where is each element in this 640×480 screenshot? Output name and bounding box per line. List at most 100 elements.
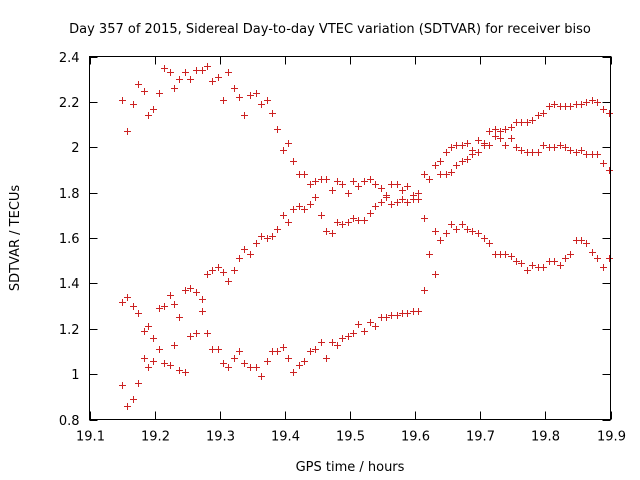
data-point xyxy=(367,176,374,183)
data-point xyxy=(573,149,580,156)
data-point xyxy=(145,364,152,371)
data-point xyxy=(187,76,194,83)
data-point xyxy=(150,106,157,113)
y-tick-label: 2.2 xyxy=(59,96,80,111)
data-point xyxy=(215,264,222,271)
data-point xyxy=(415,308,422,315)
data-point xyxy=(464,226,471,233)
x-tick-label: 19.8 xyxy=(531,430,560,445)
data-point xyxy=(578,101,585,108)
data-point xyxy=(274,348,281,355)
data-point xyxy=(459,158,466,165)
data-point xyxy=(301,206,308,213)
data-point xyxy=(378,199,385,206)
data-point xyxy=(448,221,455,228)
data-point xyxy=(350,215,357,222)
data-point xyxy=(399,196,406,203)
data-point xyxy=(426,251,433,258)
data-point xyxy=(119,97,126,104)
data-point xyxy=(150,335,157,342)
data-point xyxy=(443,230,450,237)
data-point xyxy=(119,299,126,306)
data-point xyxy=(562,255,569,262)
data-point xyxy=(225,69,232,76)
data-point xyxy=(215,74,222,81)
data-point xyxy=(594,255,601,262)
data-point xyxy=(176,314,183,321)
x-axis-label: GPS time / hours xyxy=(296,460,405,475)
data-point xyxy=(280,147,287,154)
data-point xyxy=(339,221,346,228)
data-point xyxy=(415,190,422,197)
data-point xyxy=(355,321,362,328)
data-point xyxy=(119,382,126,389)
data-point xyxy=(432,271,439,278)
data-point xyxy=(594,99,601,106)
data-point xyxy=(280,344,287,351)
data-point xyxy=(437,237,444,244)
data-point xyxy=(264,235,271,242)
data-point xyxy=(426,176,433,183)
data-point xyxy=(130,101,137,108)
data-point xyxy=(367,319,374,326)
data-point xyxy=(290,158,297,165)
data-point xyxy=(193,330,200,337)
data-point xyxy=(176,367,183,374)
data-point xyxy=(583,99,590,106)
data-point xyxy=(459,142,466,149)
data-point xyxy=(193,67,200,74)
data-point xyxy=(329,230,336,237)
data-point xyxy=(323,228,330,235)
data-point xyxy=(296,203,303,210)
data-point xyxy=(497,135,504,142)
data-point xyxy=(199,296,206,303)
data-point xyxy=(350,178,357,185)
data-point xyxy=(475,137,482,144)
data-point xyxy=(361,328,368,335)
y-tick-label: 2.4 xyxy=(59,51,80,66)
data-point xyxy=(339,181,346,188)
data-point xyxy=(529,149,536,156)
data-point xyxy=(492,133,499,140)
data-point xyxy=(513,144,520,151)
data-point xyxy=(204,271,211,278)
data-point xyxy=(167,292,174,299)
data-point xyxy=(209,267,216,274)
data-point xyxy=(145,112,152,119)
data-point xyxy=(372,323,379,330)
data-point xyxy=(432,162,439,169)
data-point xyxy=(557,142,564,149)
data-point xyxy=(231,267,238,274)
data-point xyxy=(372,203,379,210)
data-point xyxy=(475,149,482,156)
data-point xyxy=(258,233,265,240)
data-point xyxy=(193,289,200,296)
data-point xyxy=(182,369,189,376)
data-point xyxy=(594,151,601,158)
data-point xyxy=(264,97,271,104)
data-point xyxy=(606,167,613,174)
data-point xyxy=(453,226,460,233)
data-point xyxy=(236,94,243,101)
data-point xyxy=(469,228,476,235)
data-point xyxy=(502,142,509,149)
x-tick-label: 19.2 xyxy=(141,430,170,445)
data-point xyxy=(269,233,276,240)
data-point xyxy=(378,185,385,192)
data-point xyxy=(285,355,292,362)
data-point xyxy=(600,160,607,167)
x-tick-label: 19.5 xyxy=(336,430,365,445)
data-point xyxy=(231,355,238,362)
data-point xyxy=(518,119,525,126)
data-point xyxy=(274,226,281,233)
data-point xyxy=(606,110,613,117)
x-tick-label: 19.3 xyxy=(206,430,235,445)
data-point xyxy=(307,348,314,355)
data-point xyxy=(502,126,509,133)
data-point xyxy=(518,147,525,154)
data-point xyxy=(421,215,428,222)
plot-frame xyxy=(89,56,611,420)
data-point xyxy=(578,237,585,244)
data-point xyxy=(199,67,206,74)
data-point xyxy=(399,187,406,194)
